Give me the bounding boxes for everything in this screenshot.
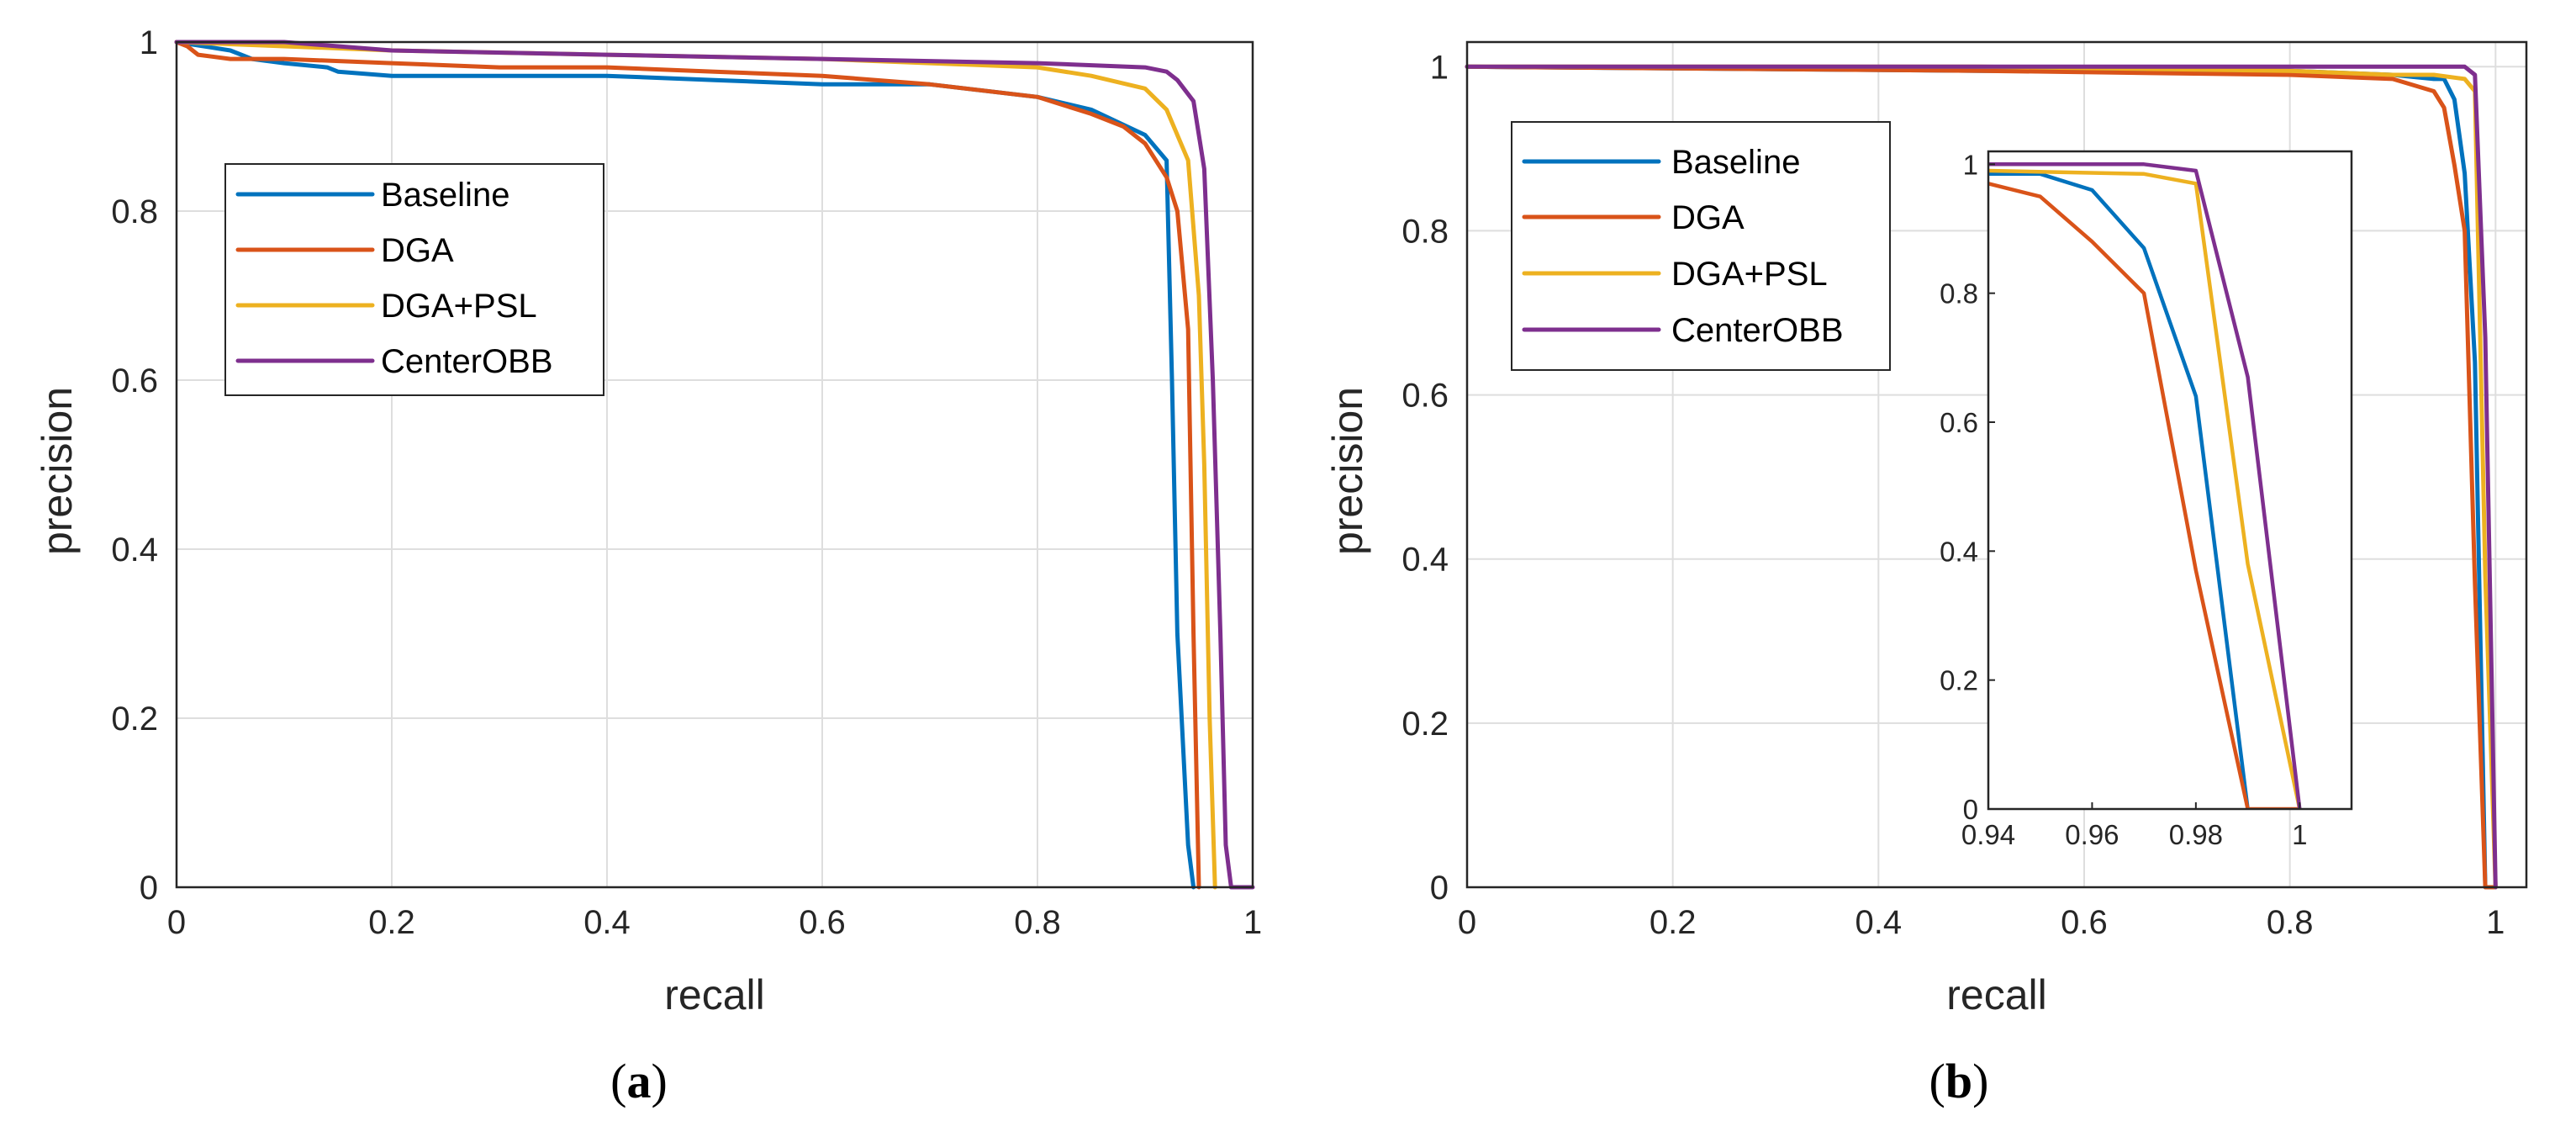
series-line-dga	[1465, 64, 2498, 890]
chart-panel-a: 0 0.2 0.4 0.6 0.8 1 0 0.2 0.4 0.6 0.8 1 recall pre…	[34, 24, 1262, 1108]
inset-x-tick-label: 0.98	[2169, 819, 2223, 850]
legend-label-dga: DGA	[381, 232, 454, 269]
x-tick-label: 0	[1458, 904, 1476, 941]
series-group	[174, 40, 1255, 890]
legend-label-centerobb: CenterOBB	[381, 343, 553, 380]
x-tick-label: 1	[1243, 904, 1262, 941]
axes-frame	[1465, 40, 2528, 889]
caption-letter: b	[1945, 1054, 1972, 1108]
y-tick-label: 0.2	[111, 701, 158, 738]
inset-series-line-centerobb	[1988, 162, 2302, 809]
inset-x-tick-label: 0.96	[2065, 819, 2119, 850]
y-tick-labels: 0 0.2 0.4 0.6 0.8 1	[1401, 49, 1449, 907]
inset-zoom-chart: 0.94 0.96 0.98 1 0 0.2 0.4 0.6 0.8 1	[1940, 149, 2353, 850]
x-tick-label: 0.4	[1855, 904, 1903, 941]
inset-series-line-dga	[1988, 182, 2302, 809]
inset-x-tick-label: 1	[2292, 819, 2307, 850]
series-group	[1465, 64, 2498, 890]
x-tick-label: 0.8	[2267, 904, 2314, 941]
x-tick-label: 0.6	[799, 904, 846, 941]
x-tick-label: 0.8	[1014, 904, 1061, 941]
legend-box	[224, 163, 604, 396]
inset-y-tick-label: 0.4	[1940, 536, 1978, 567]
inset-y-tick-label: 0.8	[1940, 278, 1978, 309]
inset-y-tick-label: 0.6	[1940, 407, 1978, 438]
y-tick-label: 0.4	[111, 531, 158, 568]
inset-x-tick-label: 0.94	[1961, 819, 2015, 850]
inset-series-line-baseline	[1988, 172, 2250, 809]
y-tick-label: 0.8	[111, 193, 158, 230]
legend-label-dga-psl: DGA+PSL	[1671, 256, 1828, 293]
legend-label-dga-psl: DGA+PSL	[381, 288, 537, 325]
inset-y-tick-label: 0	[1963, 794, 1978, 825]
caption-b: (b)	[1929, 1054, 1989, 1108]
legend-label-dga: DGA	[1671, 199, 1745, 236]
x-axis-label: recall	[1946, 971, 2046, 1018]
y-tick-label: 0.2	[1401, 706, 1449, 743]
series-line-dga	[174, 40, 1201, 890]
inset-series-group	[1988, 162, 2302, 809]
caption-close: )	[1972, 1054, 1988, 1108]
legend: Baseline DGA DGA+PSL CenterOBB	[1511, 121, 1891, 371]
y-tick-label: 1	[1430, 49, 1449, 86]
inset-x-tick-labels: 0.94 0.96 0.98 1	[1961, 802, 2307, 850]
inset-series-line-dga-psl	[1988, 168, 2302, 809]
caption-letter: a	[627, 1054, 652, 1108]
x-tick-label: 0	[167, 904, 186, 941]
caption-open: (	[610, 1054, 626, 1108]
y-axis-label: precision	[34, 387, 81, 555]
x-axis-label: recall	[664, 971, 764, 1018]
x-tick-label: 0.2	[368, 904, 415, 941]
axes-frame	[175, 40, 1254, 889]
inset-y-tick-labels: 0 0.2 0.4 0.6 0.8 1	[1940, 149, 1995, 825]
x-tick-label: 0.2	[1650, 904, 1697, 941]
x-tick-labels: 0 0.2 0.4 0.6 0.8 1	[1458, 904, 2505, 941]
series-line-centerobb	[174, 40, 1255, 890]
inset-frame	[1987, 150, 2353, 811]
caption-open: (	[1929, 1054, 1945, 1108]
y-tick-label: 0.8	[1401, 213, 1449, 250]
inset-y-tick-label: 1	[1963, 149, 1978, 180]
y-tick-label: 0.4	[1401, 542, 1449, 579]
inset-background	[1988, 151, 2352, 809]
inset-y-tick-label: 0.2	[1940, 665, 1978, 696]
legend-label-baseline: Baseline	[381, 177, 509, 214]
series-line-centerobb	[1465, 64, 2498, 890]
legend: Baseline DGA DGA+PSL CenterOBB	[224, 163, 604, 396]
y-axis-label: precision	[1324, 387, 1371, 555]
y-tick-label: 1	[140, 24, 158, 61]
x-tick-label: 0.4	[583, 904, 631, 941]
chart-panel-b: 0 0.2 0.4 0.6 0.8 1 0 0.2 0.4 0.6 0.8 1 recall pre…	[1324, 40, 2528, 1108]
y-tick-label: 0.6	[111, 362, 158, 399]
y-tick-labels: 0 0.2 0.4 0.6 0.8 1	[111, 24, 158, 907]
series-line-baseline	[174, 40, 1196, 890]
x-tick-label: 0.6	[2061, 904, 2108, 941]
legend-label-baseline: Baseline	[1671, 144, 1800, 181]
x-tick-label: 1	[2486, 904, 2505, 941]
y-tick-label: 0.6	[1401, 378, 1449, 415]
x-tick-labels: 0 0.2 0.4 0.6 0.8 1	[167, 904, 1262, 941]
y-tick-label: 0	[1430, 870, 1449, 907]
caption-close: )	[652, 1054, 668, 1108]
caption-a: (a)	[610, 1054, 668, 1108]
y-tick-label: 0	[140, 870, 158, 907]
legend-label-centerobb: CenterOBB	[1671, 312, 1844, 349]
